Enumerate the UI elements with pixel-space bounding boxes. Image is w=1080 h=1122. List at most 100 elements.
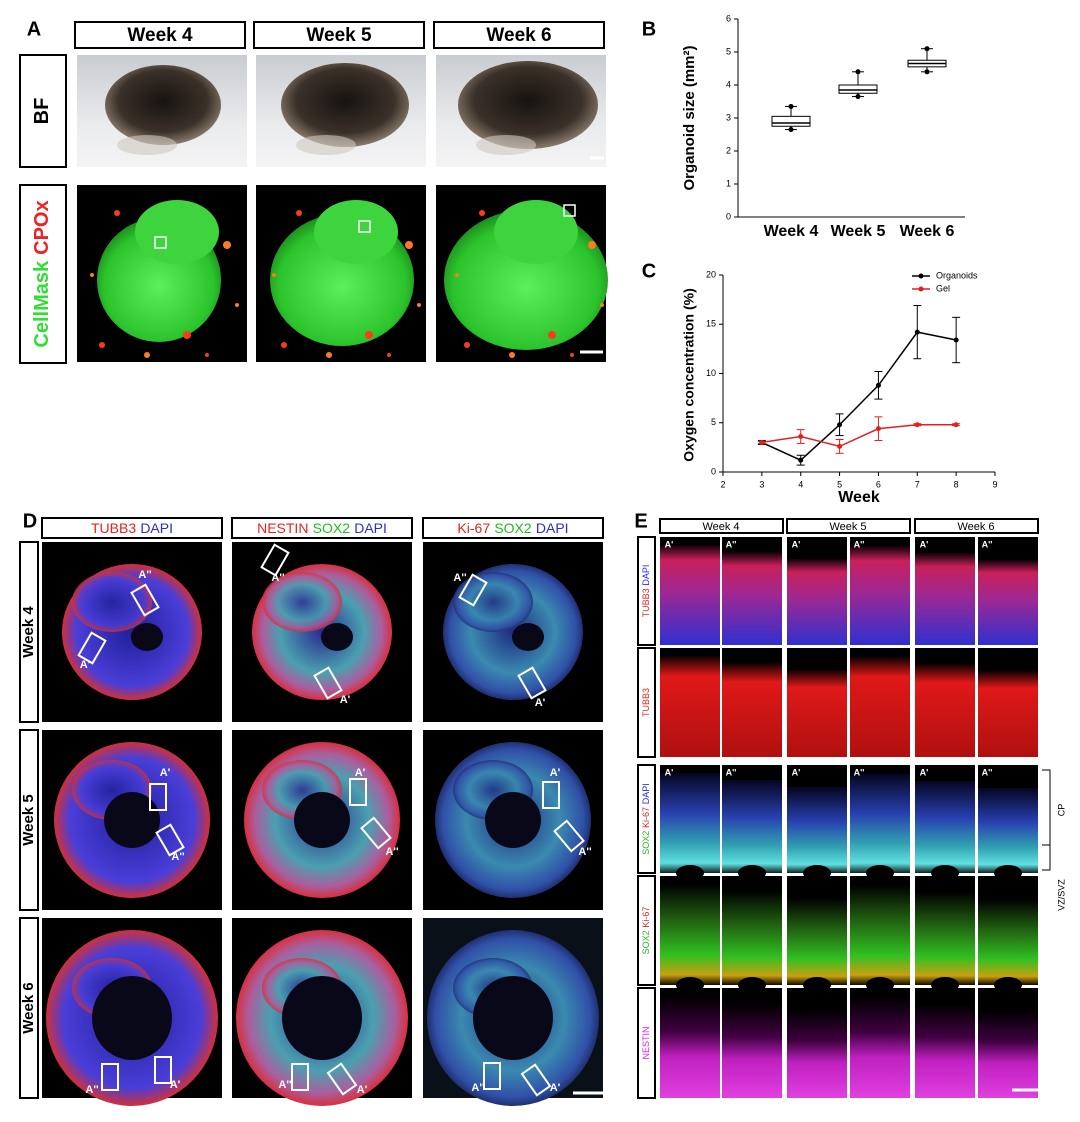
row-label: SOX2 Ki-67 DAPI bbox=[641, 783, 651, 854]
sub-column-label: A'' bbox=[854, 767, 865, 777]
micrograph-signal bbox=[915, 553, 975, 645]
micrograph-signal bbox=[787, 670, 847, 757]
stain-name: SOX2 bbox=[494, 520, 532, 536]
zone-label: VZ/SVZ bbox=[1056, 879, 1066, 911]
micrograph-signal bbox=[850, 997, 910, 1098]
stain-name: NESTIN bbox=[641, 1026, 651, 1059]
roi-label: A' bbox=[357, 1084, 368, 1096]
cpox-dot bbox=[114, 210, 120, 216]
cpox-dot bbox=[387, 353, 391, 357]
micrograph-signal bbox=[978, 560, 1038, 645]
cpox-dot bbox=[223, 241, 231, 249]
roi-box bbox=[130, 583, 160, 617]
cpox-dot bbox=[90, 273, 94, 277]
cpox-dot bbox=[455, 273, 459, 277]
box bbox=[771, 115, 811, 127]
roi-label: A'' bbox=[85, 1084, 99, 1096]
row-label: Week 4 bbox=[20, 606, 37, 658]
roi-label: A'' bbox=[171, 851, 185, 863]
sub-column-label: A' bbox=[920, 539, 929, 549]
cpox-dot bbox=[479, 210, 485, 216]
roi-box bbox=[349, 778, 367, 806]
roi-box bbox=[520, 1063, 552, 1097]
micrograph-signal bbox=[978, 899, 1038, 985]
extreme-point bbox=[924, 46, 930, 52]
stain-name: DAPI bbox=[536, 520, 569, 536]
cpox-dot bbox=[417, 303, 421, 307]
x-axis-label: Week bbox=[838, 489, 880, 506]
x-tick-label: 7 bbox=[915, 479, 920, 489]
cpox-dot bbox=[570, 353, 574, 357]
sub-column-label: A' bbox=[665, 767, 674, 777]
column-frame bbox=[914, 518, 1039, 534]
organoid bbox=[105, 65, 221, 145]
ventricle bbox=[473, 976, 553, 1060]
y-tick-label: 10 bbox=[706, 368, 716, 378]
label-frame bbox=[637, 536, 656, 646]
roi-label: A'' bbox=[278, 1079, 292, 1091]
zone-bracket bbox=[1042, 769, 1051, 871]
extreme-point bbox=[924, 69, 930, 75]
extreme-point bbox=[855, 94, 861, 100]
legend-swatch bbox=[918, 286, 924, 292]
column-frame bbox=[433, 21, 605, 49]
stain-name: CPOx bbox=[31, 200, 53, 254]
roi-box bbox=[326, 1062, 358, 1096]
organoid-edge bbox=[296, 135, 356, 155]
column-frame bbox=[41, 517, 223, 539]
sub-column-label: A' bbox=[792, 539, 801, 549]
y-tick-label: 2 bbox=[726, 145, 731, 155]
series-line bbox=[761, 331, 957, 462]
row-label: Week 6 bbox=[20, 982, 37, 1033]
roi-box bbox=[155, 823, 185, 857]
micrograph-signal bbox=[850, 885, 910, 985]
micrograph-signal bbox=[850, 774, 910, 873]
label-frame bbox=[637, 647, 656, 758]
roi-label: A'' bbox=[271, 572, 285, 584]
panel-label: D bbox=[23, 510, 37, 532]
roi-box bbox=[291, 1063, 309, 1091]
micrograph-signal bbox=[660, 884, 720, 985]
roi-box bbox=[517, 666, 547, 700]
cpox-dot bbox=[272, 273, 276, 277]
organoid-green bbox=[135, 200, 219, 264]
column-header: Week 4 bbox=[702, 521, 739, 533]
extreme-point bbox=[788, 127, 794, 133]
micrograph-signal bbox=[850, 546, 910, 645]
stain-name: SOX2 bbox=[641, 831, 651, 855]
zone-label: CP bbox=[1056, 804, 1066, 817]
micrograph-signal bbox=[722, 891, 782, 985]
micrograph-signal bbox=[660, 996, 720, 1098]
sub-column-label: A'' bbox=[726, 539, 737, 549]
cpox-dot bbox=[509, 352, 515, 358]
column-frame bbox=[422, 517, 604, 539]
panel-label: B bbox=[642, 18, 656, 40]
stain-name: BF bbox=[31, 98, 53, 125]
micrograph-signal bbox=[660, 545, 720, 645]
label-frame bbox=[637, 764, 656, 874]
y-tick-label: 5 bbox=[711, 417, 716, 427]
tissue-lobe bbox=[453, 572, 533, 632]
micrograph-signal bbox=[978, 671, 1038, 757]
cpox-dot bbox=[205, 353, 209, 357]
roi-label: A'' bbox=[385, 846, 399, 858]
x-tick-label: Week 4 bbox=[764, 223, 819, 240]
column-frame bbox=[786, 518, 911, 534]
roi-label: A' bbox=[160, 767, 171, 779]
roi-box bbox=[154, 236, 167, 249]
roi-box bbox=[77, 631, 107, 665]
row-label: TUBB3 DAPI bbox=[641, 565, 651, 618]
panel-label: E bbox=[634, 510, 647, 532]
stain-name: Ki-67 bbox=[457, 520, 490, 536]
micrograph-signal bbox=[660, 656, 720, 757]
stain-name: DAPI bbox=[641, 565, 651, 586]
y-tick-label: 20 bbox=[706, 269, 716, 279]
cpox-dot bbox=[365, 331, 373, 339]
roi-box bbox=[483, 1062, 501, 1090]
organoid bbox=[281, 63, 409, 147]
label-frame bbox=[19, 729, 39, 911]
legend-swatch bbox=[918, 273, 924, 279]
micrograph-signal bbox=[915, 1004, 975, 1098]
y-tick-label: 6 bbox=[726, 13, 731, 23]
roi-box bbox=[553, 819, 585, 853]
